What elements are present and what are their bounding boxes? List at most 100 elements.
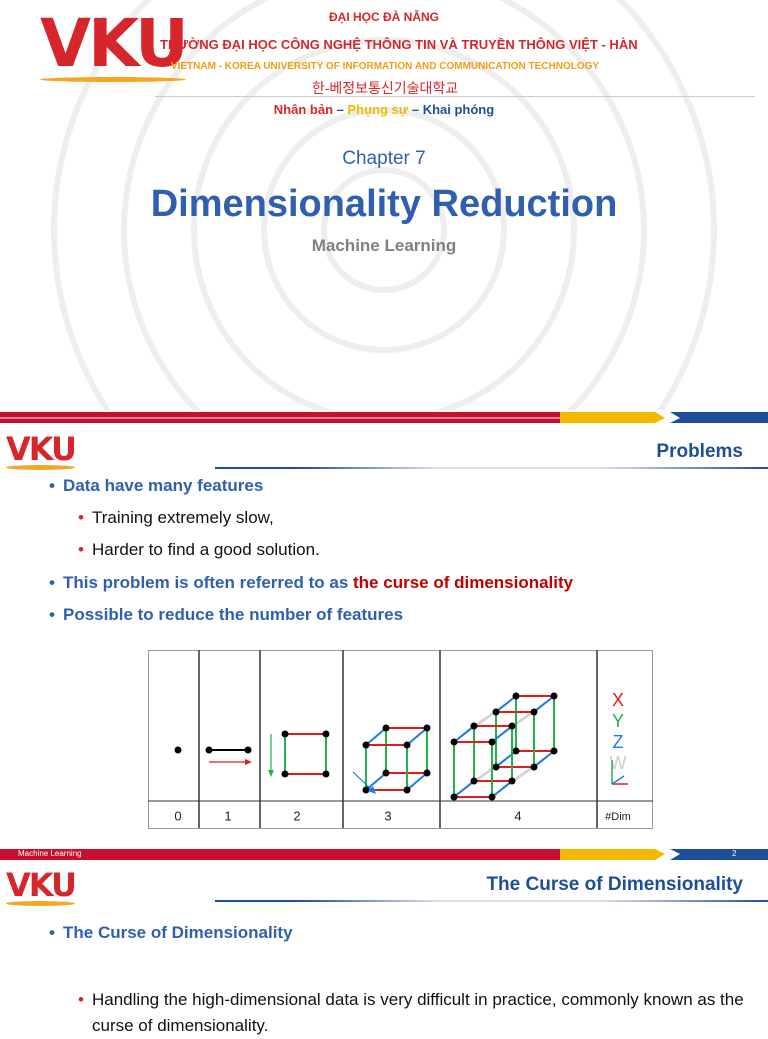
axis-letter: Z: [613, 732, 624, 752]
bullet-text: Training extremely slow,: [92, 508, 274, 527]
bullet-text: the curse of dimensionality: [353, 573, 574, 592]
dimension-label: 0: [174, 808, 181, 823]
bullet-text: Harder to find a good solution.: [92, 540, 320, 559]
bullet: Possible to reduce the number of feature…: [49, 605, 404, 625]
content-slide: VKU The Curse of Dimensionality The Curs…: [0, 862, 768, 1035]
bullet: Handling the high-dimensional data is ve…: [78, 987, 752, 1039]
bullet: The Curse of Dimensionality: [49, 923, 293, 943]
background-pattern: [51, 0, 717, 410]
chapter: Chapter 7: [342, 148, 426, 169]
vertex: [508, 722, 516, 730]
motto-part: Phụng sự: [347, 102, 409, 117]
edge: [406, 727, 428, 746]
vertex: [281, 770, 289, 778]
title-slide: VKU ĐẠI HỌC ĐÀ NẴNG TRƯỜNG ĐẠI HỌC CÔNG …: [0, 0, 768, 410]
vertex: [382, 769, 390, 777]
vertex: [530, 708, 538, 716]
bullet: Data have many features: [49, 476, 264, 496]
vertex: [550, 692, 558, 700]
vertex: [174, 746, 182, 754]
vertex: [492, 763, 500, 771]
separator: –: [411, 102, 420, 117]
bullet-text: Handling the high-dimensional data is ve…: [92, 990, 744, 1035]
edge: [533, 750, 555, 768]
vertex: [512, 747, 520, 755]
edge: [495, 695, 517, 713]
vertex: [450, 738, 458, 746]
footer-course: Machine Learning: [18, 849, 82, 858]
vertex: [423, 724, 431, 732]
school-name-kr: 한-베정보통신기술대학교: [311, 80, 459, 96]
edge: [453, 780, 475, 798]
edge: [406, 772, 428, 791]
axis-letter: X: [612, 690, 624, 710]
arrow-head: [368, 786, 376, 794]
axis-letter: W: [610, 753, 627, 773]
vertex: [470, 777, 478, 785]
vertex: [470, 722, 478, 730]
slide-title: Dimensionality Reduction: [150, 183, 618, 225]
bullet: Harder to find a good solution.: [78, 540, 320, 560]
edge: [611, 775, 625, 785]
logo: VKU: [6, 430, 77, 470]
vertex: [382, 724, 390, 732]
bullet-text: Data have many features: [63, 476, 264, 495]
vertex: [550, 747, 558, 755]
vertex: [403, 786, 411, 794]
vertex: [244, 746, 252, 754]
vertex: [508, 777, 516, 785]
vertex: [322, 770, 330, 778]
vertex: [492, 708, 500, 716]
bullet: This problem is often referred to as the…: [49, 573, 574, 593]
vertex: [512, 692, 520, 700]
vertex: [362, 786, 370, 794]
stripe: [0, 849, 768, 860]
bullet-text: Possible to reduce the number of feature…: [63, 605, 404, 624]
stripe: [0, 412, 768, 423]
edge: [491, 725, 513, 743]
bullet-text: This problem is often referred to as: [63, 573, 354, 592]
vertex: [322, 730, 330, 738]
school-name-vn: TRƯỜNG ĐẠI HỌC CÔNG NGHỆ THÔNG TIN VÀ TR…: [160, 37, 638, 52]
dimension-label: 2: [293, 808, 300, 823]
title-underline: [215, 900, 768, 902]
edge: [352, 771, 373, 791]
edge: [453, 725, 475, 743]
vertex: [362, 741, 370, 749]
logo: VKU: [6, 866, 77, 906]
arrow-head: [268, 770, 274, 777]
vertex: [205, 746, 213, 754]
logo: VKU: [40, 5, 189, 82]
slide-title: The Curse of Dimensionality: [486, 874, 743, 895]
vertex: [281, 730, 289, 738]
motto-part: Nhân bản: [273, 102, 334, 117]
divider: [155, 96, 755, 97]
separator: –: [336, 102, 344, 117]
arrow-head: [245, 759, 252, 765]
edge: [533, 695, 555, 713]
title-underline: [215, 467, 768, 469]
vertex: [423, 769, 431, 777]
dimension-label: 4: [514, 808, 521, 823]
slide-title: Problems: [656, 441, 743, 462]
axis-letter: Y: [612, 711, 624, 731]
org-name: ĐẠI HỌC ĐÀ NẴNG: [329, 10, 439, 24]
vertex: [450, 793, 458, 801]
dimension-label: #Dim: [605, 811, 631, 823]
vertex: [403, 741, 411, 749]
page-number: 2: [732, 849, 737, 858]
subtitle: Machine Learning: [311, 236, 457, 255]
vertex: [530, 763, 538, 771]
bullet: Training extremely slow,: [78, 508, 274, 528]
edge: [491, 780, 513, 798]
school-name-en: VIETNAM - KOREA UNIVERSITY OF INFORMATIO…: [170, 61, 600, 72]
bullet-text: The Curse of Dimensionality: [63, 923, 293, 942]
content-slide: VKU Problems Data have many features Trai…: [0, 426, 768, 848]
dimension-label: 3: [384, 808, 391, 823]
motto: Nhân bản – Phụng sự – Khai phóng: [0, 102, 768, 117]
edge: [365, 727, 387, 746]
motto-part: Khai phóng: [422, 102, 495, 117]
dimension-label: 1: [224, 808, 231, 823]
